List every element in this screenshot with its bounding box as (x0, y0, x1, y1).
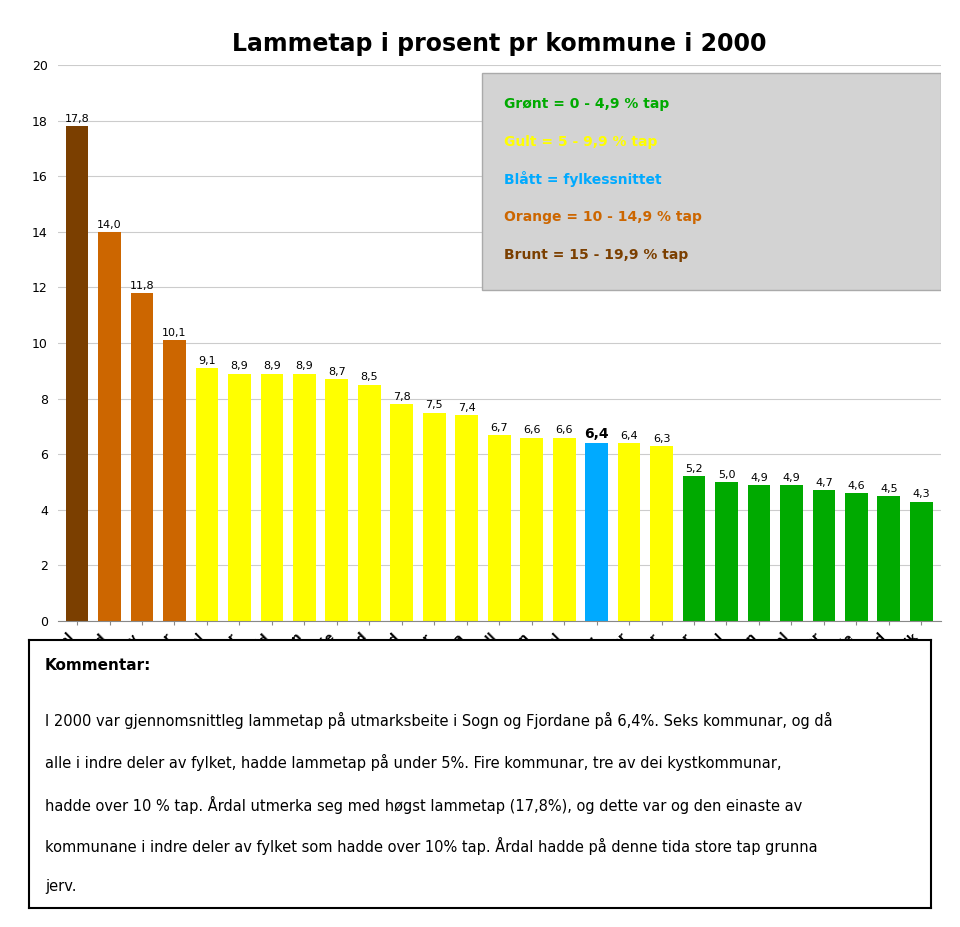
Text: 11,8: 11,8 (130, 281, 155, 291)
Text: 8,9: 8,9 (263, 362, 280, 372)
Text: 6,4: 6,4 (585, 426, 609, 441)
Text: alle i indre deler av fylket, hadde lammetap på under 5%. Fire kommunar, tre av : alle i indre deler av fylket, hadde lamm… (45, 754, 781, 771)
Text: 17,8: 17,8 (64, 114, 89, 124)
Text: 7,5: 7,5 (425, 400, 444, 411)
Text: 9,1: 9,1 (198, 356, 216, 366)
FancyBboxPatch shape (482, 73, 941, 290)
Bar (488, 435, 511, 621)
Text: 14,0: 14,0 (97, 220, 122, 230)
Bar (196, 368, 218, 621)
Text: kommunane i indre deler av fylket som hadde over 10% tap. Årdal hadde på denne t: kommunane i indre deler av fylket som ha… (45, 837, 818, 856)
Text: 10,1: 10,1 (162, 328, 187, 338)
Text: hadde over 10 % tap. Årdal utmerka seg med høgst lammetap (17,8%), og dette var : hadde over 10 % tap. Årdal utmerka seg m… (45, 795, 803, 814)
Bar (683, 476, 706, 621)
Text: Brunt = 15 - 19,9 % tap: Brunt = 15 - 19,9 % tap (504, 248, 688, 262)
Text: 8,7: 8,7 (328, 367, 346, 377)
Text: 4,9: 4,9 (782, 473, 801, 483)
Bar (65, 126, 88, 621)
Text: Gult = 5 - 9,9 % tap: Gult = 5 - 9,9 % tap (504, 134, 657, 148)
Bar (325, 379, 348, 621)
Text: 4,5: 4,5 (880, 484, 898, 494)
Text: I 2000 var gjennomsnittleg lammetap på utmarksbeite i Sogn og Fjordane på 6,4%. : I 2000 var gjennomsnittleg lammetap på u… (45, 712, 832, 730)
Bar (715, 482, 738, 621)
Text: 4,6: 4,6 (848, 481, 865, 491)
Text: 5,2: 5,2 (685, 464, 703, 475)
Text: 4,9: 4,9 (750, 473, 768, 483)
Bar (391, 404, 413, 621)
Text: 6,4: 6,4 (620, 431, 637, 441)
Text: 8,9: 8,9 (296, 362, 313, 372)
Text: 6,6: 6,6 (556, 425, 573, 436)
Bar (748, 485, 770, 621)
Bar (423, 413, 445, 621)
Bar (293, 374, 316, 621)
Bar (650, 446, 673, 621)
Text: Orange = 10 - 14,9 % tap: Orange = 10 - 14,9 % tap (504, 210, 702, 224)
Text: 7,4: 7,4 (458, 403, 475, 413)
Text: jerv.: jerv. (45, 879, 77, 894)
Text: Grønt = 0 - 4,9 % tap: Grønt = 0 - 4,9 % tap (504, 96, 669, 111)
Bar (131, 293, 154, 621)
Text: 6,6: 6,6 (523, 425, 540, 436)
Bar (910, 502, 933, 621)
Text: 4,7: 4,7 (815, 478, 832, 489)
Bar (520, 438, 543, 621)
Text: 8,9: 8,9 (230, 362, 249, 372)
Bar (260, 374, 283, 621)
Bar (98, 232, 121, 621)
Bar (455, 415, 478, 621)
Text: 6,7: 6,7 (491, 423, 508, 433)
Bar (780, 485, 803, 621)
Bar (617, 443, 640, 621)
Text: 5,0: 5,0 (718, 470, 735, 480)
Text: 7,8: 7,8 (393, 392, 411, 402)
Bar (553, 438, 575, 621)
Bar (812, 490, 835, 621)
Text: 4,3: 4,3 (913, 489, 930, 500)
Text: 6,3: 6,3 (653, 434, 670, 444)
Bar (845, 493, 868, 621)
Bar (228, 374, 251, 621)
Title: Lammetap i prosent pr kommune i 2000: Lammetap i prosent pr kommune i 2000 (232, 32, 766, 56)
Bar (163, 340, 186, 621)
Bar (358, 385, 381, 621)
Text: 8,5: 8,5 (361, 373, 378, 383)
Bar (586, 443, 608, 621)
Bar (877, 496, 900, 621)
Text: Kommentar:: Kommentar: (45, 658, 152, 673)
Text: Blått = fylkessnittet: Blått = fylkessnittet (504, 171, 661, 187)
